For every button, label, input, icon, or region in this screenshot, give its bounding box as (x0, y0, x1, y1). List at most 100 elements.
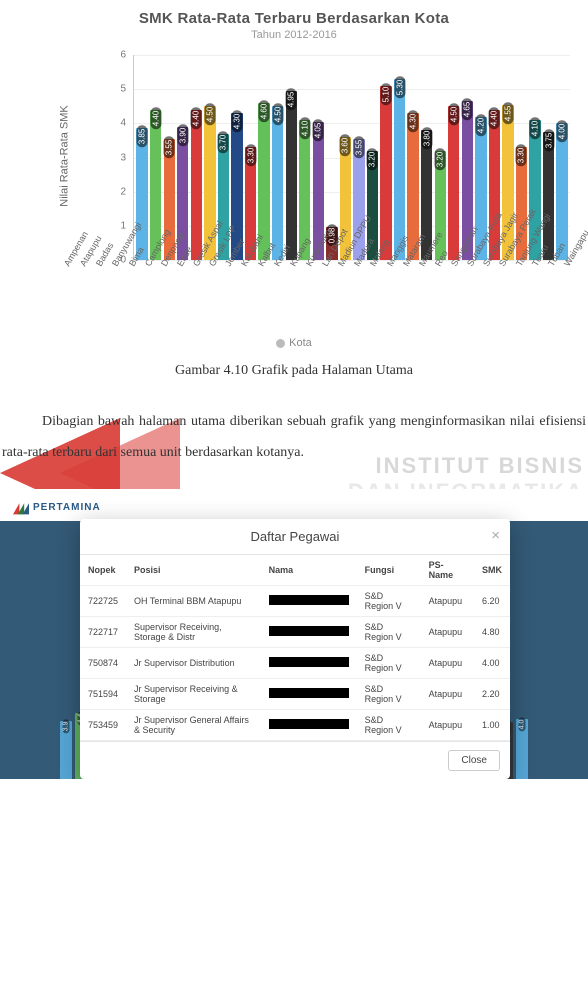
bar-value-label: 4.10 (299, 118, 310, 140)
bar-value-label: 4.10 (530, 118, 541, 140)
bar-value-label: 3.75 (543, 130, 554, 152)
redacted-name (269, 688, 349, 698)
employee-modal: Daftar Pegawai × NopekPosisiNamaFungsiPS… (80, 519, 510, 779)
table-cell: 722717 (80, 616, 126, 647)
chart-region: SMK Rata-Rata Terbaru Berdasarkan Kota T… (0, 0, 588, 349)
table-cell (261, 647, 357, 678)
chart-subtitle: Tahun 2012-2016 (14, 29, 574, 41)
bar[interactable]: 4.50 (448, 106, 459, 260)
table-cell: S&D Region V (357, 616, 421, 647)
bar[interactable]: 4.95 (286, 91, 297, 260)
modal-screenshot: PERTAMINA 3.94.43.53.94.44.53.74.33.34.6… (0, 489, 588, 779)
table-cell: Supervisor Receiving, Storage & Distr (126, 616, 261, 647)
bar-value-label: 4.50 (448, 104, 459, 126)
table-cell: Atapupu (421, 678, 474, 709)
table-row[interactable]: 753459Jr Supervisor General Affairs & Se… (80, 709, 510, 740)
table-cell: Jr Supervisor General Affairs & Security (126, 709, 261, 740)
bar-value-label: 3.20 (435, 148, 446, 170)
table-cell (261, 709, 357, 740)
table-row[interactable]: 722717Supervisor Receiving, Storage & Di… (80, 616, 510, 647)
table-cell: Atapupu (421, 616, 474, 647)
table-cell (261, 678, 357, 709)
bar-value-label: 5.30 (394, 77, 405, 99)
bar-value-label: 3.55 (353, 136, 364, 158)
y-tick: 6 (120, 50, 126, 61)
bar-value-label: 4.50 (272, 104, 283, 126)
figure-caption: Gambar 4.10 Grafik pada Halaman Utama (0, 363, 588, 379)
table-row[interactable]: 751594Jr Supervisor Receiving & Storage S… (80, 678, 510, 709)
table-row[interactable]: 722725OH Terminal BBM AtapupuS&D Region … (80, 585, 510, 616)
table-cell: 751594 (80, 678, 126, 709)
bar-value-label: 3.90 (177, 124, 188, 146)
bg-bar: 4.0 (516, 719, 528, 779)
table-col-header: Posisi (126, 555, 261, 586)
table-body: 722725OH Terminal BBM AtapupuS&D Region … (80, 585, 510, 740)
table-cell: S&D Region V (357, 709, 421, 740)
bar-value-label: 4.50 (204, 104, 215, 126)
bar-value-label: 4.65 (462, 99, 473, 121)
bar[interactable]: 4.40 (191, 110, 202, 260)
table-cell: Jr Supervisor Receiving & Storage (126, 678, 261, 709)
y-axis-label: Nilai Rata-Rata SMK (14, 51, 115, 261)
table-cell (261, 585, 357, 616)
table-cell: Atapupu (421, 585, 474, 616)
bar[interactable]: 4.00 (556, 123, 567, 260)
table-cell: Jr Supervisor Distribution (126, 647, 261, 678)
table-cell: 2.20 (474, 678, 510, 709)
table-cell: S&D Region V (357, 585, 421, 616)
bar-value-label: 4.40 (150, 107, 161, 129)
bar[interactable]: 5.30 (394, 79, 405, 260)
redacted-name (269, 719, 349, 729)
bar[interactable]: 3.75 (543, 132, 554, 260)
bar-value-label: 4.60 (259, 101, 270, 123)
redacted-name (269, 657, 349, 667)
table-row[interactable]: 750874Jr Supervisor DistributionS&D Regi… (80, 647, 510, 678)
table-cell: 753459 (80, 709, 126, 740)
table-col-header: PS-Name (421, 555, 474, 586)
table-col-header: Fungsi (357, 555, 421, 586)
redacted-name (269, 595, 349, 605)
table-cell (261, 616, 357, 647)
table-cell: 4.80 (474, 616, 510, 647)
bar-value-label: 3.70 (218, 131, 229, 153)
bar-value-label: 3.55 (164, 136, 175, 158)
y-tick: 1 (120, 220, 126, 231)
table-col-header: Nama (261, 555, 357, 586)
y-tick: 5 (120, 84, 126, 95)
bar-value-label: 4.20 (475, 114, 486, 136)
bg-bar: 3.9 (60, 721, 72, 779)
modal-title: Daftar Pegawai (251, 529, 340, 544)
body-paragraph: Dibagian bawah halaman utama diberikan s… (0, 407, 588, 469)
bar-value-label: 3.20 (367, 148, 378, 170)
table-cell: 4.00 (474, 647, 510, 678)
table-cell: 750874 (80, 647, 126, 678)
modal-close-x-button[interactable]: × (491, 527, 500, 544)
bar-value-label: 4.00 (557, 121, 568, 143)
bar-value-label: 4.30 (231, 111, 242, 133)
legend-dot-icon (276, 339, 285, 348)
table-cell: 1.00 (474, 709, 510, 740)
redacted-name (269, 626, 349, 636)
table-cell: Atapupu (421, 709, 474, 740)
bar-value-label: 4.30 (408, 111, 419, 133)
bar[interactable]: 3.85 (136, 128, 147, 260)
modal-footer: Close (80, 741, 510, 779)
x-axis-ticks: AmpenanAtapupuBadasBanyuwangiBimaCamplon… (54, 261, 570, 331)
table-col-header: SMK (474, 555, 510, 586)
bar-value-label: 4.95 (286, 89, 297, 111)
pertamina-arrow-icon (13, 500, 29, 516)
y-tick: 2 (120, 186, 126, 197)
bar-value-label: 4.40 (191, 107, 202, 129)
chart-legend: Kota (14, 337, 574, 349)
y-tick: 4 (120, 118, 126, 129)
table-cell: S&D Region V (357, 678, 421, 709)
bar-value-label: 5.10 (381, 83, 392, 105)
pertamina-logo-bar: PERTAMINA (10, 497, 181, 519)
pertamina-brand-text: PERTAMINA (33, 502, 101, 513)
modal-close-button[interactable]: Close (448, 750, 500, 771)
table-cell: 722725 (80, 585, 126, 616)
chart-title: SMK Rata-Rata Terbaru Berdasarkan Kota (14, 10, 574, 27)
bar[interactable]: 5.10 (380, 86, 391, 260)
bar[interactable]: 4.50 (272, 106, 283, 260)
employee-table: NopekPosisiNamaFungsiPS-NameSMK 722725OH… (80, 555, 510, 741)
